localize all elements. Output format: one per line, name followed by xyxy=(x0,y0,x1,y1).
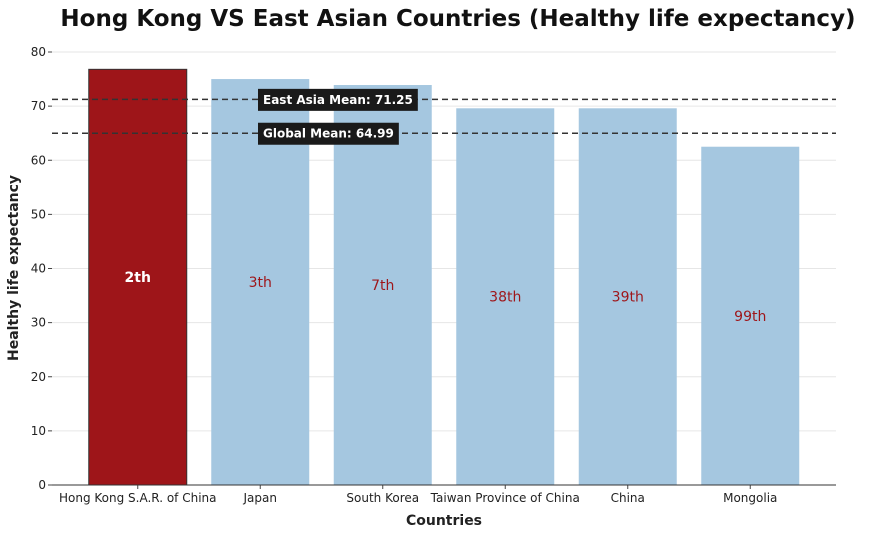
bar xyxy=(578,108,677,485)
x-tick-label: China xyxy=(611,491,645,505)
axes: 0 10 20 30 40 50 60 70 80 Hong Kong S.A.R. of Chi… xyxy=(31,45,836,505)
x-tick-label: Mongolia xyxy=(723,491,777,505)
bar xyxy=(211,79,310,485)
y-tick-label: 10 xyxy=(31,424,46,438)
bar-highlight xyxy=(88,68,188,486)
y-tick-label: 50 xyxy=(31,207,46,221)
y-axis-label: Healthy life expectancy xyxy=(6,175,22,361)
y-tick-label: 40 xyxy=(31,262,46,276)
bar xyxy=(701,146,800,485)
reference-line-label: Global Mean: 64.99 xyxy=(263,127,394,141)
rank-label: 39th xyxy=(612,290,644,306)
rank-label: 7th xyxy=(371,278,394,294)
y-tick-label: 60 xyxy=(31,153,46,167)
rank-label: 99th xyxy=(734,309,766,325)
bar xyxy=(456,108,555,485)
reference-line-label-box xyxy=(258,122,399,145)
rank-label: 3th xyxy=(249,275,272,291)
y-tick-label: 80 xyxy=(31,45,46,59)
reference-lines: East Asia Mean: 71.25 Global Mean: 64.99 xyxy=(52,88,836,145)
x-axis-label: Countries xyxy=(406,513,482,529)
chart-title: Hong Kong VS East Asian Countries (Healt… xyxy=(60,6,855,32)
reference-line-label: East Asia Mean: 71.25 xyxy=(263,93,413,107)
rank-label: 38th xyxy=(489,290,521,306)
y-tick-label: 0 xyxy=(38,478,46,492)
bars: 2th 3th 7th 38th 39th 99th xyxy=(88,68,800,486)
bar xyxy=(333,85,432,486)
y-tick-label: 20 xyxy=(31,370,46,384)
y-tick-label: 70 xyxy=(31,99,46,113)
x-tick-label: South Korea xyxy=(346,491,419,505)
rank-label: 2th xyxy=(125,270,151,286)
x-tick-label: Japan xyxy=(243,491,277,505)
x-tick-label: Hong Kong S.A.R. of China xyxy=(59,491,217,505)
x-tick-label: Taiwan Province of China xyxy=(430,491,580,505)
y-tick-label: 30 xyxy=(31,316,46,330)
reference-line-label-box xyxy=(258,88,418,111)
